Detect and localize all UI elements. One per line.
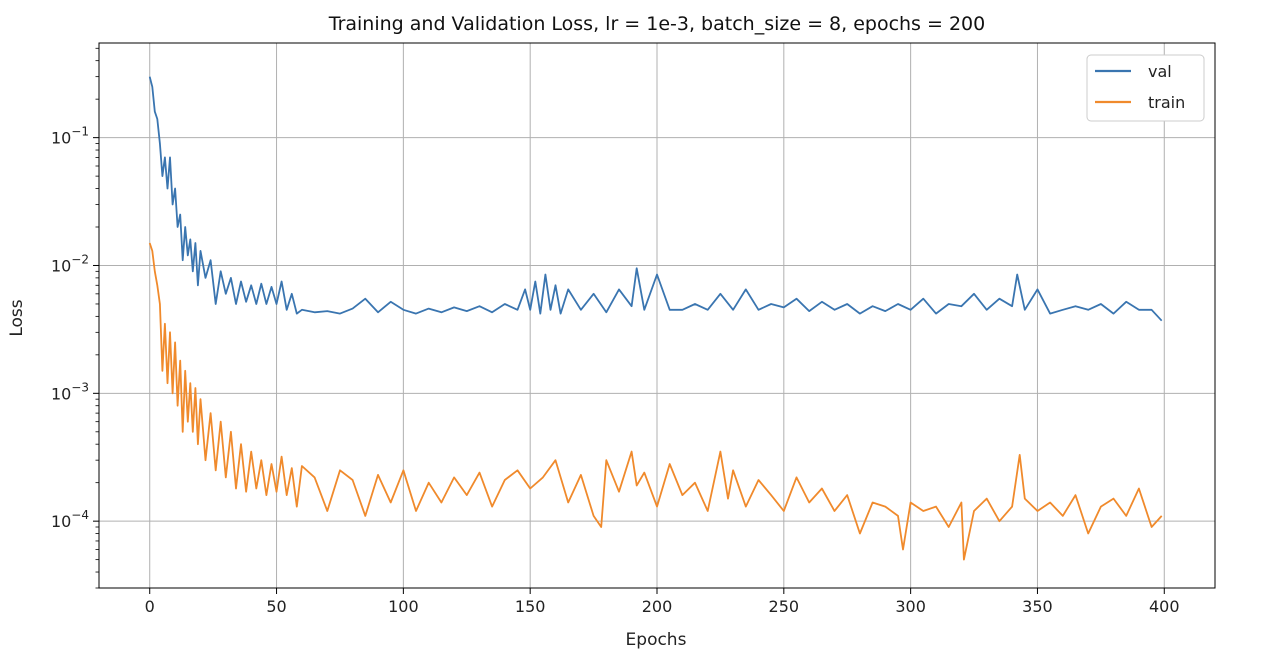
y-axis-label: Loss <box>7 299 27 336</box>
x-tick-label: 150 <box>515 597 546 616</box>
x-tick-label: 0 <box>145 597 155 616</box>
grid <box>99 43 1215 588</box>
chart-title: Training and Validation Loss, lr = 1e-3,… <box>328 13 985 35</box>
legend: val train <box>1086 54 1205 122</box>
y-tick-label: 10−3 <box>51 380 89 403</box>
series-group <box>148 76 1163 561</box>
x-tick-label: 350 <box>1022 597 1053 616</box>
ticks: 0 50 100 150 200 250 300 350 400 10−1 10−2 10−3 10−4 <box>51 47 1180 616</box>
x-tick-label: 200 <box>642 597 673 616</box>
x-tick-label: 250 <box>769 597 800 616</box>
y-tick-label: 10−2 <box>51 252 89 275</box>
legend-label-val: val <box>1148 62 1172 81</box>
y-tick-label: 10−4 <box>51 508 89 531</box>
x-tick-label: 300 <box>895 597 926 616</box>
x-tick-label: 50 <box>266 597 286 616</box>
x-axis-label: Epochs <box>626 630 687 650</box>
x-tick-label: 100 <box>388 597 419 616</box>
legend-label-train: train <box>1148 93 1185 112</box>
series-line-train <box>148 242 1163 561</box>
x-tick-label: 400 <box>1149 597 1180 616</box>
series-line-val <box>148 76 1163 322</box>
legend-box <box>1086 54 1205 122</box>
y-tick-label: 10−1 <box>51 125 89 148</box>
